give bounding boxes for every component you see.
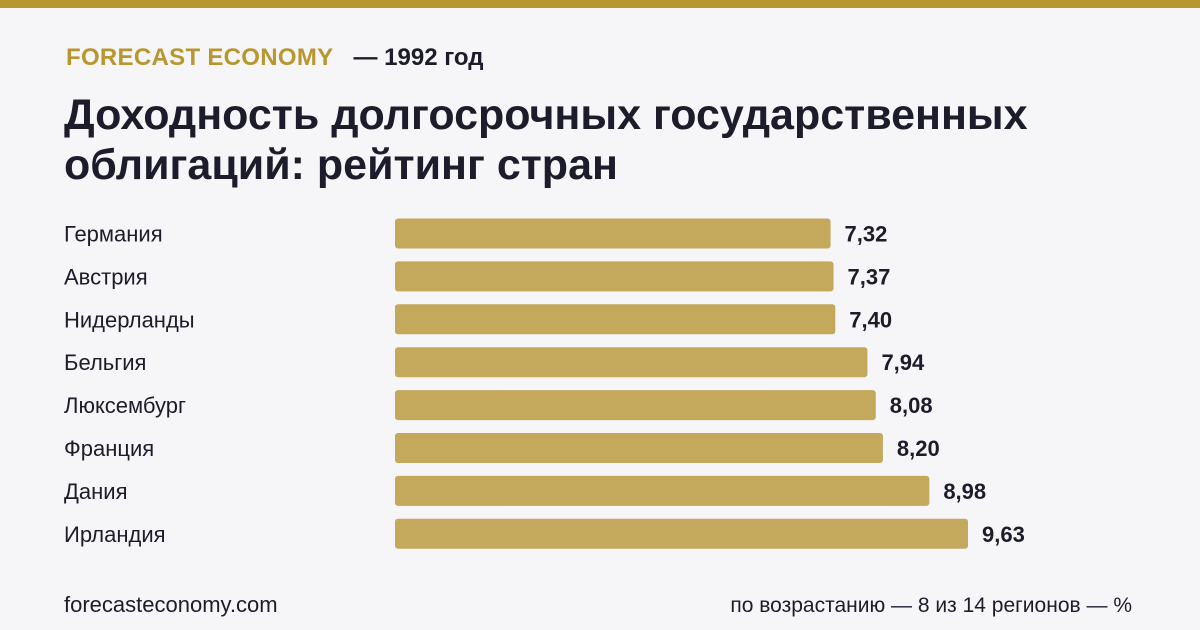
category-label: Австрия: [64, 264, 148, 289]
bar: [395, 390, 876, 421]
brand-name: FORECAST ECONOMY: [66, 44, 334, 71]
value-label: 7,40: [849, 307, 892, 332]
category-label: Люксембург: [64, 393, 186, 418]
category-label: Германия: [64, 222, 163, 247]
category-label: Франция: [64, 436, 154, 461]
bar: [395, 261, 834, 292]
category-label: Бельгия: [64, 350, 146, 375]
footer-site[interactable]: forecasteconomy.com: [64, 592, 278, 617]
chart-title: Доходность долгосрочных государственных …: [64, 91, 1028, 189]
footer-note: по возрастанию — 8 из 14 регионов — %: [730, 594, 1132, 617]
bar: [395, 347, 868, 378]
header: FORECAST ECONOMY — 1992 год: [66, 44, 483, 72]
bar: [395, 475, 930, 506]
value-label: 8,98: [943, 479, 986, 504]
bar: [395, 433, 883, 463]
value-label: 7,37: [848, 264, 891, 289]
top-accent-bar: [0, 0, 1200, 8]
year-label: — 1992 год: [353, 44, 484, 71]
value-label: 8,08: [890, 393, 933, 418]
value-label: 8,20: [897, 436, 940, 461]
bar: [395, 304, 836, 335]
bar: [395, 518, 968, 549]
category-label: Нидерланды: [64, 307, 195, 332]
category-label: Дания: [64, 479, 128, 504]
value-label: 7,32: [845, 222, 888, 247]
value-label: 9,63: [982, 522, 1025, 547]
category-label: Ирландия: [64, 522, 166, 547]
value-label: 7,94: [881, 350, 925, 375]
bar: [395, 218, 831, 249]
